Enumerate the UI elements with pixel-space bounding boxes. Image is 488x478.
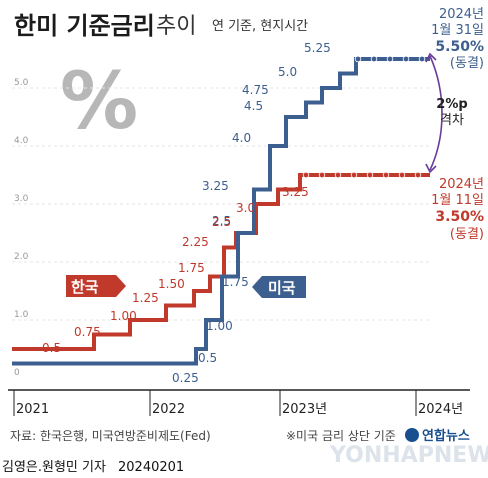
legend-us-label: 미국 (268, 279, 296, 297)
gap-arrow-top-icon (425, 52, 437, 63)
kr-point (318, 171, 326, 179)
legend-kr: 한국 (66, 275, 126, 297)
kr-data-label: 0.75 (74, 325, 101, 339)
agency-logo-icon (405, 428, 419, 442)
y-tick-label: 2.0 (14, 252, 29, 262)
kr-annotation-date: 2024년 (439, 177, 484, 192)
chart-note: 연 기준, 현지시간 (212, 19, 308, 34)
us-data-label: 0.5 (198, 351, 217, 365)
us-line (12, 57, 430, 366)
kr-data-label: 2.25 (182, 235, 209, 249)
credit-text: 김영은.원형민 기자 (2, 460, 106, 475)
kr-data-label: 1.50 (158, 277, 185, 291)
y-axis: 0 1.0 2.0 3.0 4.0 5.0 (14, 78, 29, 378)
us-data-label: 5.25 (304, 41, 331, 55)
us-data-label: 4.0 (232, 131, 251, 145)
kr-point (334, 171, 342, 179)
us-data-label: 4.75 (242, 83, 269, 97)
y-tick-label: 3.0 (14, 194, 29, 204)
y-tick-label: 0 (14, 368, 20, 378)
source-text: 자료: 한국은행, 미국연방준비제도(Fed) (10, 428, 211, 443)
x-tick-label: 2021 (16, 402, 49, 417)
kr-point (382, 171, 390, 179)
credit-date: 20240201 (118, 460, 184, 475)
kr-data-label: 1.00 (110, 309, 137, 323)
kr-point (398, 171, 406, 179)
percent-icon: % (60, 57, 138, 147)
gap-arrow-bottom-icon (425, 163, 437, 174)
us-point (354, 55, 362, 63)
gap-label: 격차 (440, 113, 464, 128)
x-tick-label: 2022 (152, 402, 185, 417)
watermark: YONHAPNEWS (329, 443, 488, 468)
legend-us: 미국 (252, 276, 306, 298)
us-data-label: 5.0 (278, 65, 297, 79)
x-axis: 2021 2022 2023년 2024년 (8, 389, 470, 417)
us-data-label: 4.5 (244, 99, 263, 113)
kr-data-label: 1.25 (132, 291, 159, 305)
y-tick-label: 1.0 (14, 310, 29, 320)
agency-name: 연합뉴스 (422, 428, 470, 444)
kr-annotation-status: (동결) (450, 227, 484, 242)
kr-point (366, 171, 374, 179)
us-data-label: 1.00 (206, 319, 233, 333)
kr-data-label: 3.0 (236, 201, 255, 215)
kr-data-label: 3.25 (282, 185, 309, 199)
x-tick-label: 2024년 (418, 402, 463, 417)
kr-data-label: 0.5 (42, 341, 61, 355)
us-data-label: 3.25 (202, 179, 229, 193)
chart-subtitle: 추이 (156, 14, 196, 39)
chart-title: 한미 기준금리 (14, 12, 155, 40)
y-tick-label: 4.0 (14, 136, 29, 146)
us-point (386, 55, 394, 63)
us-annotation-date2: 1월 31일 (431, 23, 484, 38)
us-data-label: 2.5 (212, 214, 231, 228)
kr-point (302, 171, 310, 179)
us-point (370, 55, 378, 63)
grid (12, 87, 430, 321)
gap-bracket (429, 55, 443, 171)
us-annotation-status: (동결) (450, 56, 484, 71)
us-annotation-value: 5.50% (435, 39, 484, 55)
note-text: ※미국 금리 상단 기준 (286, 429, 396, 443)
kr-annotation-value: 3.50% (435, 209, 484, 225)
kr-point (350, 171, 358, 179)
x-tick-label: 2023년 (282, 402, 327, 417)
gap-value: 2%p (436, 97, 467, 112)
us-data-label: 0.25 (172, 371, 199, 385)
us-point (402, 55, 410, 63)
y-tick-label: 5.0 (14, 78, 29, 88)
kr-data-label: 2.5 (212, 215, 231, 229)
kr-point (414, 171, 422, 179)
kr-annotation-date2: 1월 11일 (431, 193, 484, 208)
plot-area: 0.250.51.001.752.53.254.04.54.755.05.250… (12, 41, 430, 385)
us-annotation-date: 2024년 (439, 7, 484, 22)
us-point (418, 55, 426, 63)
legend-kr-label: 한국 (71, 278, 99, 296)
us-data-label: 1.75 (222, 275, 249, 289)
kr-data-label: 1.75 (178, 261, 205, 275)
